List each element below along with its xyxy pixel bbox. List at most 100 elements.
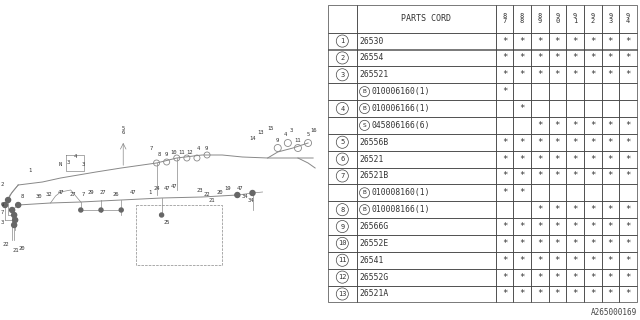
Text: *: * xyxy=(607,205,613,214)
Bar xyxy=(531,285,548,302)
Text: *: * xyxy=(555,290,560,299)
Text: 23: 23 xyxy=(196,188,204,193)
Text: 26541: 26541 xyxy=(360,256,384,265)
Text: *: * xyxy=(520,256,525,265)
Text: 11: 11 xyxy=(294,138,301,142)
Bar xyxy=(566,33,584,50)
Text: *: * xyxy=(625,172,630,180)
Bar xyxy=(495,184,513,201)
Text: *: * xyxy=(607,273,613,282)
Bar xyxy=(566,252,584,269)
Text: *: * xyxy=(502,87,507,96)
Bar xyxy=(328,151,357,167)
Bar xyxy=(357,269,495,285)
Text: *: * xyxy=(537,239,543,248)
Text: 47: 47 xyxy=(130,190,136,196)
Bar xyxy=(619,285,637,302)
Text: 22: 22 xyxy=(204,193,211,197)
Text: 1: 1 xyxy=(148,189,151,195)
Bar xyxy=(602,134,619,151)
Text: *: * xyxy=(537,155,543,164)
Text: 26521: 26521 xyxy=(360,155,384,164)
Text: *: * xyxy=(572,138,578,147)
Bar xyxy=(566,5,584,33)
Text: *: * xyxy=(555,205,560,214)
Text: 9: 9 xyxy=(204,146,207,150)
Circle shape xyxy=(250,190,255,196)
Text: S: S xyxy=(363,123,367,128)
Bar xyxy=(548,50,566,66)
Text: *: * xyxy=(625,70,630,79)
Text: *: * xyxy=(555,222,560,231)
Bar xyxy=(566,285,584,302)
Bar xyxy=(566,117,584,134)
Text: *: * xyxy=(625,256,630,265)
Text: *: * xyxy=(537,36,543,45)
Bar xyxy=(548,269,566,285)
Bar xyxy=(357,252,495,269)
Bar xyxy=(566,269,584,285)
Text: 20: 20 xyxy=(19,245,26,251)
Text: *: * xyxy=(572,121,578,130)
Bar xyxy=(328,235,357,252)
Text: 2: 2 xyxy=(340,55,344,61)
Bar xyxy=(328,218,357,235)
Bar xyxy=(513,50,531,66)
Bar xyxy=(328,252,357,269)
Circle shape xyxy=(12,212,17,218)
Text: *: * xyxy=(502,155,507,164)
Bar xyxy=(548,201,566,218)
Text: 15: 15 xyxy=(268,125,274,131)
Circle shape xyxy=(6,197,11,203)
Bar xyxy=(548,184,566,201)
Text: 6: 6 xyxy=(340,156,344,162)
Text: *: * xyxy=(607,155,613,164)
Text: 010008160(1): 010008160(1) xyxy=(371,188,430,197)
Text: 5: 5 xyxy=(307,132,310,138)
Text: 47: 47 xyxy=(58,190,64,196)
Circle shape xyxy=(15,203,20,207)
Text: 9: 9 xyxy=(165,153,168,157)
Circle shape xyxy=(79,208,83,212)
Circle shape xyxy=(235,193,240,197)
Text: 3: 3 xyxy=(81,163,84,167)
Text: *: * xyxy=(625,273,630,282)
Text: 47: 47 xyxy=(163,186,170,190)
Bar xyxy=(495,167,513,184)
Bar xyxy=(513,100,531,117)
Bar xyxy=(584,235,602,252)
Text: 4: 4 xyxy=(283,132,287,138)
Bar xyxy=(513,285,531,302)
Text: 8: 8 xyxy=(20,195,24,199)
Bar xyxy=(495,252,513,269)
Text: *: * xyxy=(607,70,613,79)
Text: 34: 34 xyxy=(241,195,248,199)
Bar xyxy=(357,50,495,66)
Bar xyxy=(495,235,513,252)
Bar xyxy=(513,117,531,134)
Text: 3: 3 xyxy=(1,220,4,225)
Text: 1: 1 xyxy=(29,167,32,172)
Text: 47: 47 xyxy=(237,186,244,190)
Text: *: * xyxy=(590,239,595,248)
Text: N: N xyxy=(59,163,62,167)
Text: *: * xyxy=(502,36,507,45)
Bar xyxy=(566,235,584,252)
Text: *: * xyxy=(555,121,560,130)
Bar xyxy=(531,117,548,134)
Bar xyxy=(619,235,637,252)
Bar xyxy=(495,100,513,117)
Bar xyxy=(584,134,602,151)
Bar xyxy=(584,218,602,235)
Text: *: * xyxy=(572,290,578,299)
Text: 26556B: 26556B xyxy=(360,138,388,147)
Text: *: * xyxy=(555,172,560,180)
Text: 010008166(1): 010008166(1) xyxy=(371,205,430,214)
Text: *: * xyxy=(520,104,525,113)
Text: 29: 29 xyxy=(88,189,94,195)
Bar xyxy=(548,151,566,167)
Text: 27: 27 xyxy=(100,189,106,195)
Bar xyxy=(619,201,637,218)
Text: B: B xyxy=(363,207,367,212)
Text: A265000169: A265000169 xyxy=(591,308,637,317)
